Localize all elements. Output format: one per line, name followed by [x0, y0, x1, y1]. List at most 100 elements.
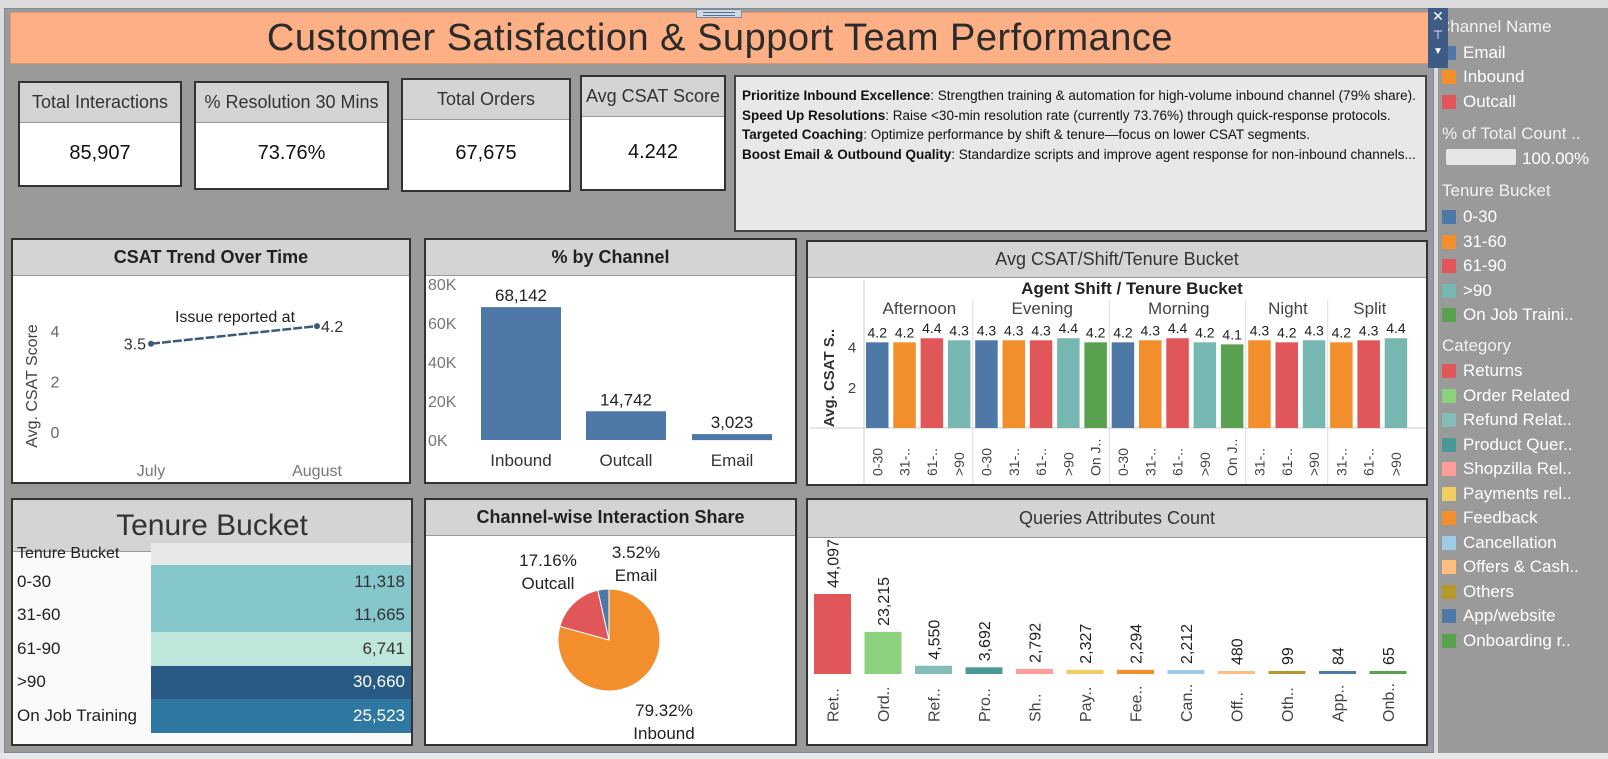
x-tick-label: Outcall — [600, 451, 653, 470]
bar — [1248, 340, 1271, 428]
row-label: >90 — [17, 672, 46, 692]
data-label: 99 — [1280, 647, 1297, 665]
x-tick-label: 0-30 — [978, 448, 994, 476]
bar — [965, 667, 1003, 674]
legend-item[interactable]: Offers & Cash.. — [1442, 557, 1579, 577]
pin-icon[interactable]: ⊤ — [1432, 28, 1444, 42]
legend-item[interactable]: Payments rel.. — [1442, 484, 1572, 504]
row-value: 11,318 — [151, 565, 411, 599]
x-tick-label: Pay.. — [1078, 687, 1095, 722]
bar — [1111, 342, 1135, 428]
legend-item[interactable]: Order Related — [1442, 386, 1570, 406]
legend-label: Refund Relat.. — [1463, 410, 1572, 429]
data-label: 4.2 — [1086, 324, 1106, 340]
legend-item[interactable]: Feedback — [1442, 508, 1538, 528]
dropdown-icon[interactable]: ▼ — [1433, 46, 1443, 57]
legend-item[interactable]: Email — [1442, 43, 1506, 63]
legend-item[interactable]: Onboarding r.. — [1442, 631, 1571, 651]
data-label: 4.2 — [1332, 324, 1352, 340]
bar — [1029, 340, 1053, 428]
bar — [1319, 671, 1356, 674]
x-tick-label: Ret.. — [826, 688, 843, 722]
bar — [864, 631, 902, 674]
legend-item[interactable]: Outcall — [1442, 92, 1516, 112]
legend-swatch — [1442, 364, 1456, 378]
legend-title-category: Category — [1442, 336, 1511, 355]
legend-item[interactable]: Returns — [1442, 361, 1523, 381]
legend-swatch — [1442, 609, 1456, 623]
x-tick-label: 61-.. — [1361, 448, 1377, 476]
kpi-total-orders: Total Orders 67,675 — [401, 78, 571, 192]
bar — [893, 342, 916, 428]
data-label: 68,142 — [495, 286, 547, 305]
axis-label: Avg. CSAT S.. — [821, 329, 838, 427]
data-label: 3,023 — [711, 413, 754, 432]
legend-item[interactable]: Product Quer.. — [1442, 435, 1573, 455]
channel-bar-chart: 0K 20K 40K 60K 80K 68,142 Inbound 14,742 Outcall… — [428, 277, 772, 470]
pct-range-value: 100.00% — [1522, 149, 1590, 168]
legend-controls[interactable]: ✕ ⊤ ▼ — [1428, 8, 1448, 68]
bar — [920, 338, 944, 428]
data-label: 4.1 — [1222, 326, 1242, 342]
data-label: 4.3 — [1141, 322, 1161, 338]
x-tick-label: >90 — [1388, 452, 1404, 476]
x-tick-label: 61-.. — [1279, 448, 1295, 476]
row-value: 11,665 — [151, 598, 411, 632]
legend-title-pct: % of Total Count .. — [1442, 124, 1581, 143]
panel-title: Avg CSAT/Shift/Tenure Bucket — [808, 242, 1426, 278]
legend-item[interactable]: 0-30 — [1442, 207, 1497, 227]
data-label: 2,212 — [1179, 624, 1196, 664]
y-tick-label: 2 — [848, 380, 856, 397]
column-header-blank — [151, 543, 411, 565]
legend-item[interactable]: Others — [1442, 582, 1514, 602]
legend-label: Onboarding r.. — [1463, 630, 1571, 650]
x-tick-label: 0-30 — [1115, 448, 1131, 476]
legend-item[interactable]: On Job Traini.. — [1442, 305, 1574, 325]
legend-label: Order Related — [1463, 385, 1570, 405]
y-tick-label: 40K — [428, 355, 457, 372]
legend-item[interactable]: App/website — [1442, 606, 1556, 626]
x-tick-label: >90 — [1197, 452, 1213, 476]
x-tick-label: August — [292, 463, 342, 480]
bar — [481, 307, 561, 440]
shift-label: Evening — [1012, 299, 1073, 318]
legend-item[interactable]: 31-60 — [1442, 232, 1506, 252]
legend-item[interactable]: Refund Relat.. — [1442, 410, 1572, 430]
legend-item[interactable]: Cancellation — [1442, 533, 1557, 553]
data-label: 4.2 — [1277, 324, 1297, 340]
legend-label: 61-90 — [1463, 256, 1507, 275]
row-label: 31-60 — [17, 605, 61, 625]
x-tick-label: 31-.. — [1142, 448, 1158, 476]
y-tick-label: 20K — [428, 394, 457, 411]
legend-item[interactable]: Shopzilla Rel.. — [1442, 459, 1572, 479]
x-tick-label: Ref.. — [927, 688, 944, 722]
legend-item[interactable]: 61-90 — [1442, 256, 1506, 276]
data-label: 4.2 — [895, 324, 915, 340]
close-icon[interactable]: ✕ — [1432, 8, 1444, 24]
legend-label: Feedback — [1463, 508, 1538, 527]
legend-swatch — [1442, 584, 1456, 599]
legend-item[interactable]: Inbound — [1442, 67, 1524, 87]
interaction-share-panel: Channel-wise Interaction Share 79.32% Inb… — [424, 498, 797, 746]
row-value: 30,660 — [151, 665, 411, 699]
x-tick-label: Sh.. — [1028, 694, 1045, 722]
x-tick-label: >90 — [1306, 452, 1322, 476]
data-label: 4.2 — [321, 319, 343, 336]
legend-swatch — [1442, 210, 1456, 224]
y-tick-label: 4 — [848, 339, 856, 356]
pie-slice — [597, 588, 610, 641]
bar — [1016, 668, 1053, 674]
data-label: 4.3 — [1359, 322, 1379, 338]
legend-label: 0-30 — [1463, 207, 1498, 226]
bar — [1193, 342, 1217, 428]
legend-label: Cancellation — [1463, 532, 1557, 552]
data-label: 3,692 — [977, 621, 994, 661]
kpi-resolution-30: % Resolution 30 Mins 73.76% — [194, 81, 389, 190]
chart-header: Agent Shift / Tenure Bucket — [1021, 279, 1243, 298]
bar — [1220, 344, 1244, 428]
drag-handle-icon[interactable] — [696, 9, 742, 18]
table-row: >90 30,660 — [13, 665, 411, 699]
x-tick-label: >90 — [1060, 452, 1076, 476]
legend-item[interactable]: >90 — [1442, 281, 1492, 301]
x-tick-label: Onb.. — [1381, 683, 1398, 722]
